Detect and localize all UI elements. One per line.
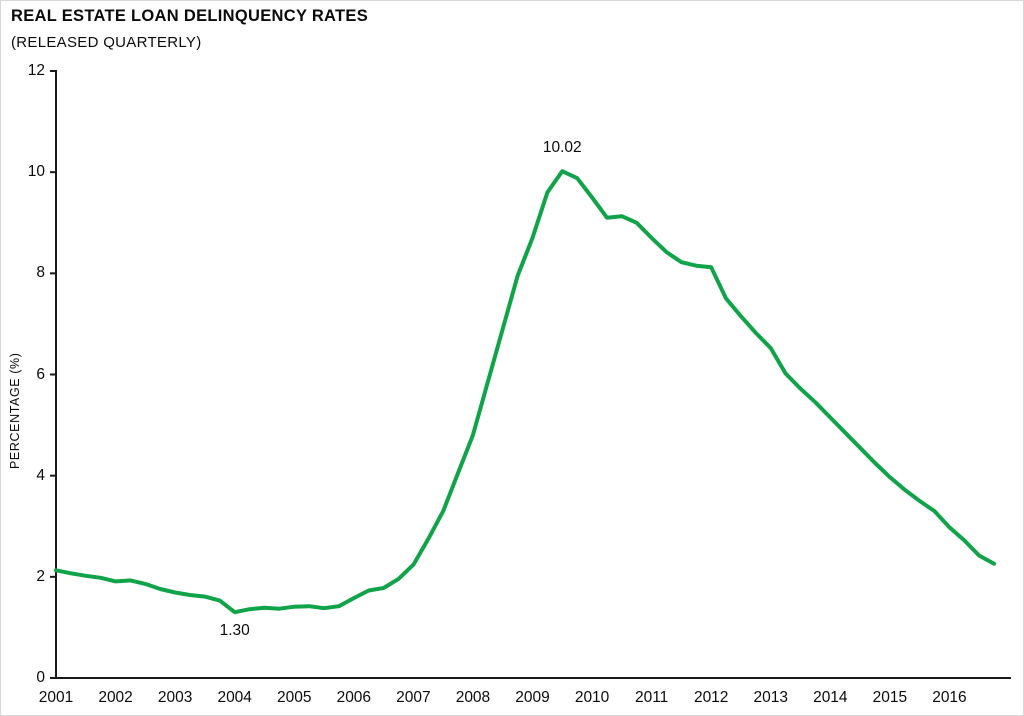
delinquency-line (54, 169, 997, 615)
chart-subtitle: (RELEASED QUARTERLY) (11, 34, 202, 51)
data-point-label: 10.02 (542, 139, 582, 157)
x-tick-label: 2014 (813, 689, 848, 706)
x-tick-label: 2003 (157, 689, 193, 706)
x-tick-label: 2001 (38, 689, 74, 706)
y-tick-label: 12 (27, 62, 45, 79)
x-tick-label: 2004 (217, 689, 252, 706)
x-tick-label: 2011 (634, 689, 669, 706)
y-tick-label: 6 (36, 365, 45, 383)
x-tick-label: 2009 (515, 689, 550, 706)
x-tick-label: 2005 (277, 689, 312, 706)
data-point-label: 1.30 (219, 622, 250, 640)
y-tick-label: 0 (36, 669, 45, 686)
chart-title: REAL ESTATE LOAN DELINQUENCY RATES (11, 7, 369, 25)
x-tick-label: 2016 (932, 689, 967, 706)
x-tick-label: 2007 (396, 689, 431, 706)
x-tick-label: 2006 (336, 689, 372, 706)
y-tick-label: 4 (36, 466, 45, 484)
x-tick-label: 2002 (98, 689, 133, 706)
x-tick-label: 2013 (753, 689, 788, 706)
x-tick-label: 2015 (872, 689, 908, 706)
y-tick-label: 10 (27, 163, 45, 181)
y-tick-label: 2 (36, 567, 45, 585)
x-tick-label: 2010 (574, 689, 610, 706)
x-tick-label: 2008 (455, 689, 491, 706)
y-tick-label: 8 (36, 264, 45, 282)
x-tick-label: 2012 (693, 689, 729, 706)
